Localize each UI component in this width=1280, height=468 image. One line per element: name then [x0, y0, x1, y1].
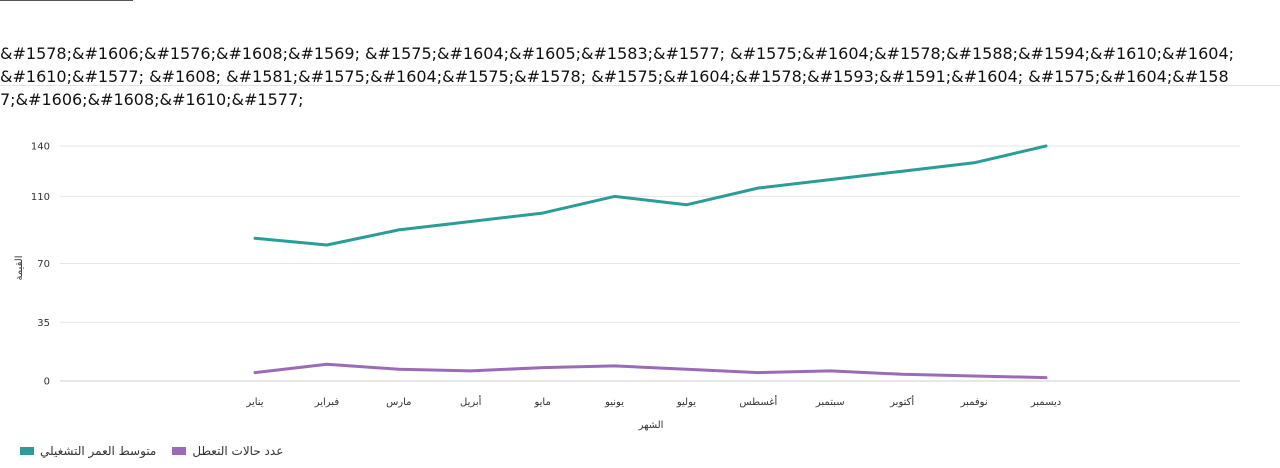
x-axis-title: الشهر — [638, 420, 664, 431]
x-tick-label: يناير — [245, 397, 263, 408]
chart-legend: متوسط العمر التشغيلي عدد حالات التعطل — [20, 444, 283, 458]
title-divider — [0, 85, 1280, 86]
x-tick-label: أكتوبر — [889, 395, 914, 408]
series-line-0 — [253, 144, 1048, 247]
x-tick-label: ديسمبر — [1030, 397, 1061, 408]
y-axis-title: القيمة — [14, 255, 25, 280]
x-tick-label: أبريل — [460, 395, 482, 408]
x-tick-label: فبراير — [314, 397, 340, 408]
legend-item-failures[interactable]: عدد حالات التعطل — [172, 444, 283, 458]
y-tick-label: 70 — [37, 259, 50, 270]
x-tick-label: يونيو — [604, 397, 624, 408]
y-tick-label: 140 — [31, 142, 50, 153]
legend-item-lifespan[interactable]: متوسط العمر التشغيلي — [20, 444, 156, 458]
y-tick-label: 110 — [31, 192, 50, 203]
line-chart: 0 35 70 110 140 يناير فبراير مارس أبريل مايو يونيو… — [14, 142, 1240, 431]
legend-label-lifespan: متوسط العمر التشغيلي — [40, 444, 157, 458]
x-tick-label: مايو — [533, 397, 550, 408]
legend-swatch-failures — [172, 447, 187, 455]
y-tick-label: 35 — [37, 318, 50, 329]
y-tick-label: 0 — [44, 377, 50, 388]
legend-swatch-lifespan — [20, 447, 34, 455]
chart-title: &#1578;&#1606;&#1576;&#1608;&#1569; &#15… — [0, 44, 1235, 109]
x-tick-label: نوفمبر — [960, 397, 988, 408]
x-tick-label: مارس — [386, 397, 411, 408]
legend-label-failures: عدد حالات التعطل — [192, 444, 284, 458]
top-divider — [0, 0, 133, 1]
x-tick-label: أغسطس — [739, 395, 777, 408]
series-line-1 — [253, 362, 1048, 380]
x-tick-label: سبتمبر — [815, 397, 845, 408]
x-tick-label: يوليو — [676, 397, 696, 408]
